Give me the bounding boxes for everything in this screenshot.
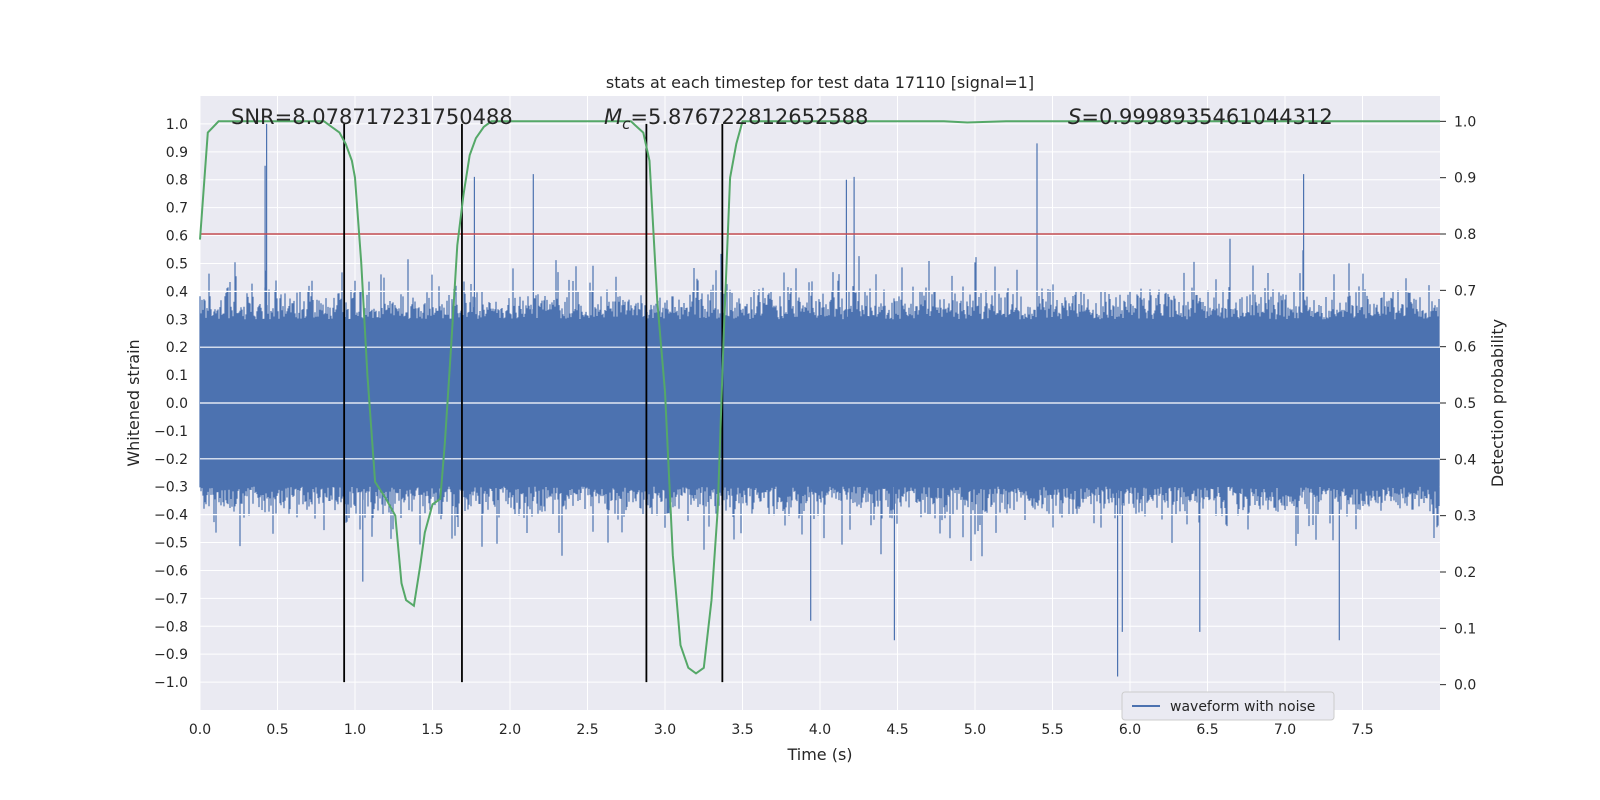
x-tick-label: 5.0 bbox=[964, 722, 986, 738]
y-axis-ticks: 1.0 0.9 0.8 0.7 0.6 0.5 0.4 0.3 0.2 0.1 0.0 −0.1 −0.… bbox=[154, 117, 188, 691]
y-tick-label: 1.0 bbox=[166, 117, 188, 133]
x-axis-label: Time (s) bbox=[786, 745, 852, 764]
waveform-trace bbox=[199, 123, 1440, 677]
y2-axis-label: Detection probability bbox=[1488, 319, 1507, 487]
y2-tick-label: 0.6 bbox=[1454, 340, 1476, 356]
x-tick-label: 7.0 bbox=[1274, 722, 1296, 738]
y2-tick-label: 0.8 bbox=[1454, 227, 1476, 243]
x-tick-label: 1.0 bbox=[344, 722, 366, 738]
y2-tick-label: 0.3 bbox=[1454, 509, 1476, 525]
x-tick-label: 0.5 bbox=[266, 722, 288, 738]
legend-box bbox=[1121, 691, 1335, 721]
detection-probability-line bbox=[199, 120, 1440, 675]
x-tick-label: 4.0 bbox=[809, 722, 831, 738]
x-tick-label: 1.5 bbox=[421, 722, 443, 738]
x-tick-label: 5.5 bbox=[1041, 722, 1063, 738]
y-tick-label: 0.3 bbox=[166, 312, 188, 328]
x-axis-ticks: 0.0 0.5 1.0 1.5 2.0 2.5 3.0 3.5 4.0 4.5 5.0 5.5 6.0 6… bbox=[189, 722, 1374, 738]
y-tick-label: 0.7 bbox=[166, 201, 188, 217]
y-tick-label: −0.4 bbox=[154, 508, 188, 524]
y-tick-label: −0.3 bbox=[154, 480, 188, 496]
y-tick-label: 0.0 bbox=[166, 396, 188, 412]
x-tick-label: 6.0 bbox=[1119, 722, 1141, 738]
y-tick-label: 0.8 bbox=[166, 173, 188, 189]
y2-tick-label: 0.4 bbox=[1454, 452, 1476, 468]
y-tick-label: −0.8 bbox=[154, 619, 188, 635]
y-tick-label: −0.2 bbox=[154, 452, 188, 468]
x-tick-label: 3.0 bbox=[654, 722, 676, 738]
x-tick-label: 6.5 bbox=[1196, 722, 1218, 738]
y-tick-label: −0.5 bbox=[154, 536, 188, 552]
y-tick-label: 0.9 bbox=[166, 145, 188, 161]
overlay-grid-layer bbox=[200, 290, 1440, 516]
y-tick-label: 0.2 bbox=[166, 340, 188, 356]
x-tick-label: 4.5 bbox=[886, 722, 908, 738]
y-tick-label: −0.9 bbox=[154, 647, 188, 663]
y2-axis-ticks: 1.0 0.9 0.8 0.7 0.6 0.5 0.4 0.3 0.2 0.1 0.0 bbox=[1440, 114, 1476, 694]
x-tick-label: 2.5 bbox=[576, 722, 598, 738]
y-axis-label: Whitened strain bbox=[124, 339, 143, 466]
chart-title: stats at each timestep for test data 171… bbox=[606, 73, 1034, 92]
x-tick-label: 3.5 bbox=[731, 722, 753, 738]
x-tick-label: 2.0 bbox=[499, 722, 521, 738]
y-tick-label: −0.6 bbox=[154, 563, 188, 579]
x-tick-label: 0.0 bbox=[189, 722, 211, 738]
y2-tick-label: 0.9 bbox=[1454, 171, 1476, 187]
annotation-significance: S=0.9998935461044312 bbox=[1068, 105, 1333, 129]
y-tick-label: −1.0 bbox=[154, 675, 188, 691]
y-tick-label: 0.6 bbox=[166, 229, 188, 245]
x-tick-label: 7.5 bbox=[1351, 722, 1373, 738]
y-tick-label: −0.7 bbox=[154, 591, 188, 607]
legend: waveform with noise bbox=[1121, 691, 1335, 721]
y2-tick-label: 0.0 bbox=[1454, 678, 1476, 694]
y2-tick-label: 0.5 bbox=[1454, 396, 1476, 412]
y-tick-label: −0.1 bbox=[154, 424, 188, 440]
y-tick-label: 0.4 bbox=[166, 284, 188, 300]
y2-tick-label: 0.1 bbox=[1454, 621, 1476, 637]
y2-tick-label: 1.0 bbox=[1454, 114, 1476, 130]
y2-tick-label: 0.2 bbox=[1454, 565, 1476, 581]
legend-entry-waveform: waveform with noise bbox=[1170, 699, 1315, 715]
annotation-snr: SNR=8.078717231750488 bbox=[231, 105, 513, 129]
y-tick-label: 0.5 bbox=[166, 256, 188, 272]
y-tick-label: 0.1 bbox=[166, 368, 188, 384]
annotation-chirp-mass: Mc=5.876722812652588 bbox=[604, 105, 868, 133]
y2-tick-label: 0.7 bbox=[1454, 283, 1476, 299]
